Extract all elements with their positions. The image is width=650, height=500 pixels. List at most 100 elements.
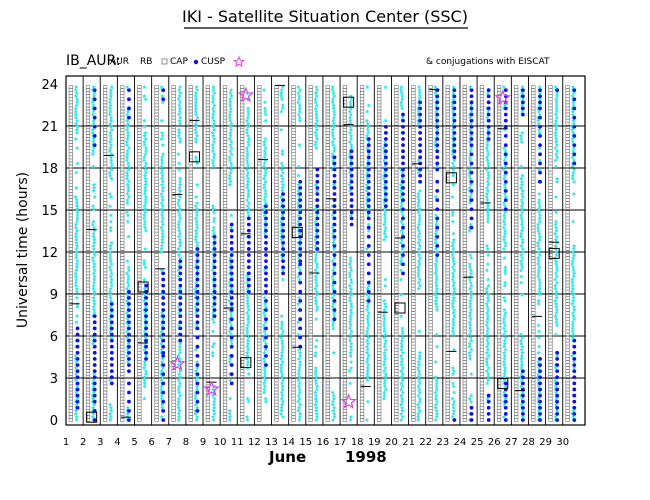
cusp-marker (366, 262, 371, 267)
cap-marker (291, 186, 296, 190)
aurora-marker (382, 329, 387, 334)
cap-marker (394, 118, 399, 123)
cap-marker (154, 112, 159, 117)
aurora-marker (331, 90, 336, 96)
aurora-marker (314, 289, 319, 294)
aurora-marker (73, 234, 79, 239)
cap-marker (240, 347, 245, 352)
aurora-marker (176, 209, 181, 215)
aurora-marker (107, 292, 113, 297)
cusp-marker (246, 228, 251, 233)
aurora-marker (73, 411, 79, 416)
aurora-marker (263, 319, 268, 325)
cap-marker (68, 131, 73, 135)
aurora-marker (176, 222, 182, 227)
cap-marker (325, 256, 330, 260)
cap-marker (85, 289, 91, 294)
cap-marker (428, 265, 433, 270)
aurora-marker (348, 307, 354, 312)
aurora-marker (468, 329, 473, 334)
aurora-marker (245, 353, 250, 358)
cap-marker (171, 283, 176, 288)
cap-marker (325, 128, 330, 132)
aurora-marker (314, 414, 320, 419)
cusp-marker (366, 198, 371, 202)
aurora-marker (280, 399, 285, 404)
cap-marker (342, 216, 348, 221)
cap-marker (377, 112, 382, 117)
cap-marker (377, 231, 382, 236)
cusp-marker (127, 88, 131, 93)
aurora-marker (314, 387, 320, 392)
cap-marker (428, 369, 433, 373)
cap-marker (137, 399, 142, 404)
cap-marker (308, 173, 313, 178)
cap-marker (154, 195, 159, 199)
cap-marker (205, 332, 210, 337)
cap-marker (154, 387, 159, 392)
cap-marker (188, 363, 193, 367)
aurora-marker (194, 209, 200, 215)
aurora-marker (433, 231, 439, 236)
cap-marker (120, 201, 125, 205)
cap-marker (120, 262, 125, 267)
cap-marker (85, 350, 91, 355)
aurora-marker (398, 313, 404, 319)
cap-marker (411, 91, 416, 95)
cap-marker (274, 341, 279, 346)
aurora-marker (331, 264, 337, 270)
cap-marker (240, 299, 245, 303)
aurora-marker (228, 127, 234, 132)
cap-marker (222, 237, 228, 242)
aurora-marker (90, 203, 96, 209)
aurora-marker (75, 216, 80, 221)
cap-marker (171, 121, 176, 126)
cap-marker (188, 314, 193, 318)
cap-marker (274, 198, 279, 202)
cap-marker (462, 415, 467, 419)
cap-marker (411, 106, 416, 111)
cap-marker (171, 341, 176, 346)
cap-marker (154, 88, 159, 92)
aurora-marker (178, 84, 183, 89)
aurora-marker (416, 274, 421, 279)
cusp-marker (229, 234, 234, 239)
cap-marker (205, 128, 210, 132)
cap-marker (342, 183, 348, 187)
cap-marker (359, 231, 365, 236)
aurora-marker (194, 365, 200, 370)
cusp-marker (178, 277, 183, 282)
cap-marker (462, 329, 467, 334)
cap-marker (428, 195, 433, 199)
cap-marker (171, 344, 176, 349)
aurora-marker (92, 274, 97, 279)
cusp-marker (161, 320, 166, 325)
aurora-marker (246, 188, 251, 193)
aurora-marker (92, 261, 97, 267)
cap-marker (377, 228, 382, 233)
cap-marker (68, 100, 73, 105)
cap-marker (103, 213, 108, 218)
cap-marker (120, 231, 125, 236)
cap-marker (188, 195, 193, 199)
aurora-marker (468, 271, 474, 276)
cap-marker (342, 314, 348, 318)
aurora-marker (245, 274, 250, 279)
aurora-marker (280, 371, 285, 377)
cap-marker (257, 210, 262, 215)
cap-marker (274, 262, 279, 267)
aurora-marker (124, 118, 130, 123)
aurora-marker (91, 295, 96, 300)
aurora-marker (383, 341, 388, 346)
cap-marker (240, 225, 245, 230)
aurora-marker (159, 158, 165, 163)
cap-marker (103, 219, 108, 224)
cap-marker (205, 369, 210, 373)
aurora-marker (177, 182, 183, 187)
cap-marker (342, 350, 348, 355)
aurora-marker (74, 200, 80, 206)
cap-marker (205, 91, 210, 95)
cap-marker (171, 131, 176, 135)
aurora-marker (194, 414, 200, 419)
cap-marker (240, 405, 245, 410)
